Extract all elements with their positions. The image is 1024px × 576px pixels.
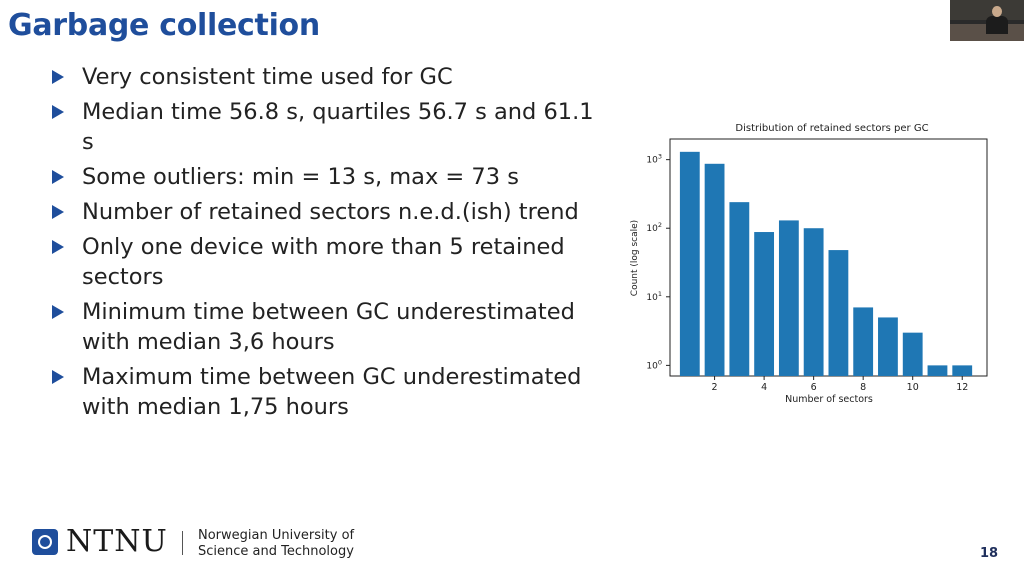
university-line-1: Norwegian University of [198,528,355,543]
bullet-triangle-icon [52,305,64,319]
bullet-triangle-icon [52,70,64,84]
bar-11 [927,365,948,376]
retained-sectors-chart: Distribution of retained sectors per GC … [608,118,1004,414]
bar-4 [754,232,775,376]
ntnu-wordmark: NTNU [66,524,168,559]
bar-8 [853,307,874,376]
ntnu-logo-icon [32,529,58,555]
bullet-triangle-icon [52,240,64,254]
bar-1 [679,151,700,376]
bar-10 [902,332,923,376]
university-line-2: Science and Technology [198,544,354,559]
bullet-item: Some outliers: min = 13 s, max = 73 s [48,162,608,192]
bar-7 [828,250,849,376]
bullet-item: Maximum time between GC underestimated w… [48,362,608,422]
x-tick-label: 6 [811,382,817,393]
bullet-item: Number of retained sectors n.e.d.(ish) t… [48,197,608,227]
x-tick-label: 4 [761,382,767,393]
slide-title: Garbage collection [8,8,320,43]
x-tick-label: 10 [907,382,919,393]
bar-6 [803,228,824,376]
bar-9 [878,317,898,376]
y-axis-label: Count (log scale) [630,220,640,296]
bar-12 [952,365,973,376]
university-name: Norwegian University of Science and Tech… [198,528,354,560]
bullet-triangle-icon [52,205,64,219]
bullet-list: Very consistent time used for GC Median … [48,62,608,427]
bullet-item: Only one device with more than 5 retaine… [48,232,608,292]
x-tick-label: 2 [712,382,718,393]
bullet-triangle-icon [52,105,64,119]
y-tick-label: 101 [646,290,662,303]
x-tick-label: 8 [860,382,866,393]
bar-2 [704,163,725,376]
bar-3 [729,202,750,376]
bar-5 [778,220,799,376]
y-tick-label: 103 [646,153,662,166]
bullet-item: Minimum time between GC underestimated w… [48,297,608,357]
x-tick-label: 12 [956,382,968,393]
x-axis-label: Number of sectors [785,394,873,405]
chart-title: Distribution of retained sectors per GC [735,123,928,134]
bar-chart-svg: Distribution of retained sectors per GC … [630,123,988,405]
footer-divider [182,531,183,555]
bullet-item: Very consistent time used for GC [48,62,608,92]
y-tick-label: 100 [646,358,662,371]
y-tick-label: 102 [646,221,662,234]
page-number: 18 [980,546,999,561]
bullet-item: Median time 56.8 s, quartiles 56.7 s and… [48,97,608,157]
bullet-triangle-icon [52,370,64,384]
presenter-webcam-thumbnail [950,0,1024,41]
bullet-triangle-icon [52,170,64,184]
